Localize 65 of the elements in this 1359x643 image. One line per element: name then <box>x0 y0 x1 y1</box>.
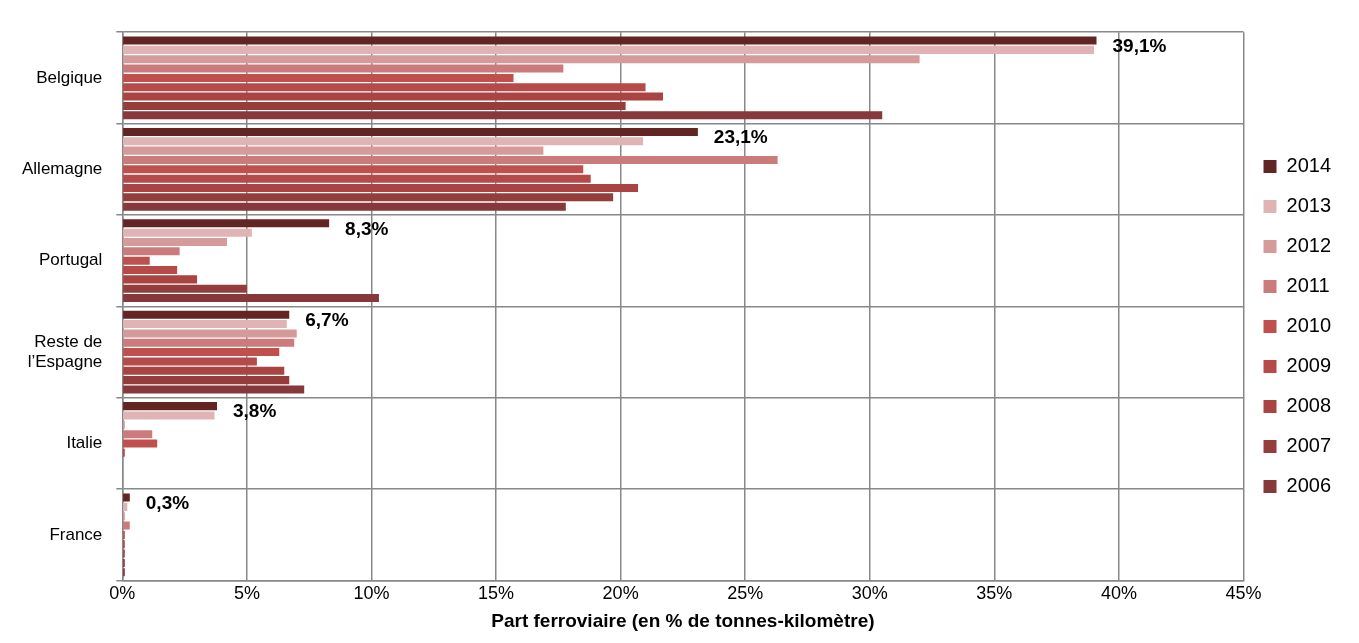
legend-label: 2012 <box>1286 234 1332 257</box>
bar <box>123 493 130 502</box>
legend-label: 2009 <box>1286 354 1332 377</box>
data-label: 3,8% <box>233 400 277 422</box>
bar <box>123 92 663 101</box>
x-tick-label: 30% <box>851 583 888 604</box>
bar <box>123 111 883 120</box>
bar <box>123 521 130 530</box>
bar <box>123 36 1097 45</box>
bar <box>123 247 180 256</box>
bar <box>123 101 626 110</box>
y-tick-label: Allemagne <box>22 158 103 178</box>
bar <box>123 294 379 303</box>
legend-label: 2007 <box>1286 434 1332 457</box>
bar <box>123 155 778 164</box>
bar <box>123 385 305 394</box>
y-tick-label: Belgique <box>36 67 103 87</box>
bar <box>123 165 584 174</box>
bar <box>123 64 564 73</box>
data-label: 39,1% <box>1112 34 1167 56</box>
bar <box>123 502 128 511</box>
legend-label: 2011 <box>1286 274 1330 297</box>
x-tick-label: 10% <box>353 583 390 604</box>
x-tick-label: 15% <box>478 583 515 604</box>
y-tick-label: Portugal <box>39 250 103 270</box>
bar <box>123 338 295 347</box>
x-tick-label: 25% <box>727 583 764 604</box>
data-label: 8,3% <box>345 217 389 239</box>
bar <box>123 310 290 319</box>
legend-label: 2006 <box>1286 474 1332 497</box>
x-tick-label: 0% <box>109 583 136 604</box>
data-label: 0,3% <box>145 491 190 513</box>
x-tick-label: 20% <box>602 583 639 604</box>
legend-label: 2013 <box>1286 194 1332 217</box>
bar <box>123 430 153 439</box>
bar <box>123 238 227 247</box>
legend-label: 2014 <box>1286 154 1332 177</box>
bar <box>123 146 544 155</box>
bar <box>123 45 1095 54</box>
bar <box>123 55 920 64</box>
bar <box>123 127 698 136</box>
bar <box>123 366 285 375</box>
data-label: 23,1% <box>713 126 768 148</box>
bar <box>123 376 290 385</box>
bar <box>123 402 217 411</box>
bar <box>123 137 644 146</box>
x-axis-title: Part ferroviaire (en % de tonnes-kilomètre) <box>491 609 875 631</box>
bar <box>123 284 247 293</box>
bar <box>123 329 297 338</box>
y-tick-label: France <box>49 524 103 544</box>
y-tick-label: Reste de l’Espagne <box>27 331 103 371</box>
y-tick-label: Italie <box>66 433 103 453</box>
legend-label: 2008 <box>1286 394 1332 417</box>
x-tick-label: 35% <box>976 583 1013 604</box>
x-tick-label: 45% <box>1225 583 1262 604</box>
bar <box>123 193 614 202</box>
data-label: 6,7% <box>305 308 349 330</box>
x-tick-label: 40% <box>1100 583 1137 604</box>
x-tick-label: 5% <box>233 583 260 604</box>
bar <box>123 320 287 329</box>
bar <box>123 228 252 237</box>
legend-label: 2010 <box>1286 314 1332 337</box>
bar <box>123 411 215 420</box>
bar <box>123 202 566 211</box>
bar <box>123 219 330 228</box>
